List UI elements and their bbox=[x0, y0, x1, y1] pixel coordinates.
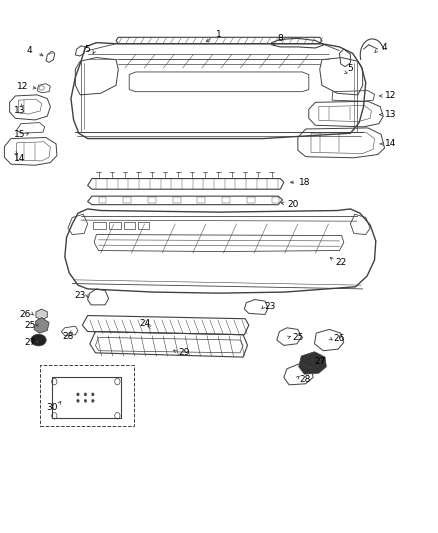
Bar bbox=[247, 197, 255, 203]
Bar bbox=[124, 222, 135, 229]
Text: 13: 13 bbox=[14, 107, 25, 115]
Bar bbox=[148, 197, 156, 203]
Text: 12: 12 bbox=[385, 92, 396, 100]
Text: 5: 5 bbox=[347, 64, 353, 72]
Text: 14: 14 bbox=[385, 140, 396, 148]
Ellipse shape bbox=[31, 334, 46, 346]
Text: 24: 24 bbox=[140, 319, 151, 328]
Circle shape bbox=[77, 399, 79, 402]
Text: 13: 13 bbox=[385, 110, 396, 119]
Text: 25: 25 bbox=[24, 321, 35, 329]
Text: 23: 23 bbox=[265, 302, 276, 311]
Text: 4: 4 bbox=[27, 46, 32, 55]
Polygon shape bbox=[34, 318, 49, 333]
Bar bbox=[123, 197, 131, 203]
Bar bbox=[99, 197, 106, 203]
Text: 5: 5 bbox=[85, 45, 91, 53]
Text: 22: 22 bbox=[335, 258, 346, 266]
Text: 28: 28 bbox=[300, 375, 311, 384]
Bar bbox=[173, 197, 180, 203]
Circle shape bbox=[77, 393, 79, 396]
Text: 20: 20 bbox=[288, 200, 299, 208]
Bar bbox=[40, 365, 134, 426]
Bar bbox=[109, 222, 121, 229]
Text: 30: 30 bbox=[46, 403, 57, 412]
Circle shape bbox=[84, 393, 87, 396]
Text: 14: 14 bbox=[14, 154, 25, 163]
Polygon shape bbox=[299, 352, 326, 374]
Bar bbox=[138, 222, 149, 229]
Circle shape bbox=[92, 399, 94, 402]
Text: 15: 15 bbox=[14, 130, 25, 139]
Circle shape bbox=[92, 393, 94, 396]
Text: 1: 1 bbox=[216, 30, 222, 39]
Bar bbox=[52, 377, 121, 418]
Text: 27: 27 bbox=[24, 338, 35, 347]
Text: 18: 18 bbox=[299, 178, 310, 187]
Bar bbox=[222, 197, 230, 203]
Text: 29: 29 bbox=[178, 349, 190, 357]
Text: 26: 26 bbox=[20, 310, 31, 319]
Text: 4: 4 bbox=[382, 44, 387, 52]
Text: 23: 23 bbox=[74, 292, 85, 300]
Text: 25: 25 bbox=[292, 333, 304, 342]
Circle shape bbox=[84, 399, 87, 402]
Text: 27: 27 bbox=[314, 357, 325, 366]
Text: 28: 28 bbox=[62, 333, 74, 341]
Text: 8: 8 bbox=[277, 35, 283, 43]
Bar bbox=[198, 197, 205, 203]
Bar bbox=[272, 197, 279, 203]
Bar bbox=[93, 222, 106, 229]
Text: 12: 12 bbox=[17, 83, 28, 91]
Text: 26: 26 bbox=[334, 334, 345, 343]
Polygon shape bbox=[36, 309, 47, 320]
